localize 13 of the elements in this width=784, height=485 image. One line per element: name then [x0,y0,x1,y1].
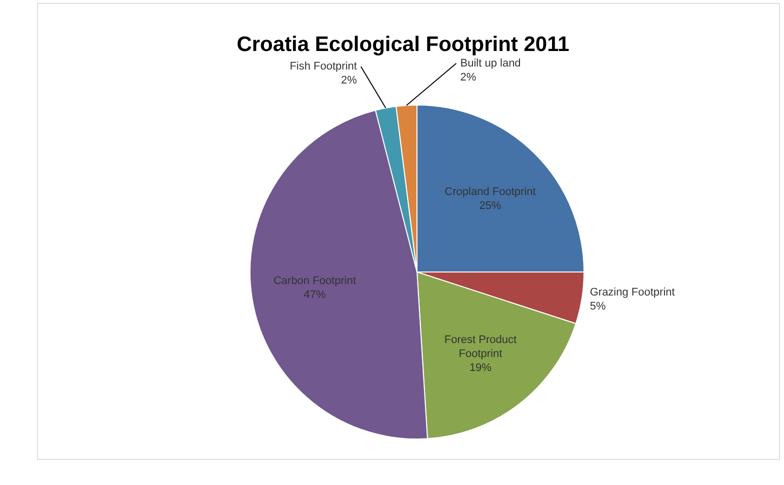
slice-label: Fish Footprint [290,60,357,73]
data-label: 47% [304,289,326,302]
slice-label: Cropland Footprint [444,186,536,198]
data-label: 25% [479,200,502,212]
slice-label: Grazing Footprint [590,286,675,298]
data-label: 2% [460,71,476,84]
data-label: 2% [341,74,358,87]
data-label: 5% [590,300,606,312]
slice-label: Forest Product Footprint [444,334,517,360]
chart-title: Croatia Ecological Footprint 2011 [236,33,570,56]
slice-label: Carbon Footprint [273,275,356,288]
slice-label: Built up land [460,57,521,70]
data-label: 19% [469,362,492,374]
